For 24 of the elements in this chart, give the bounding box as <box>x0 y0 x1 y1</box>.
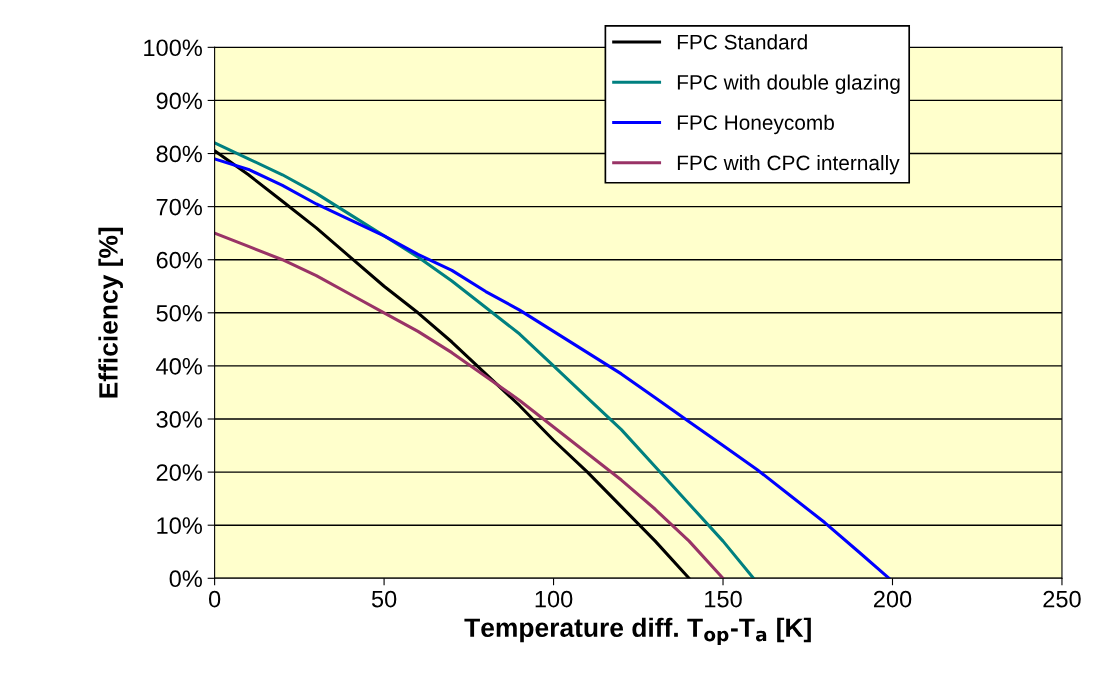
y-tick-label: 30% <box>156 411 202 428</box>
y-tick-label: 10% <box>157 517 202 534</box>
legend-label: FPC with CPC internally <box>677 154 900 175</box>
x-tick-label: 150 <box>705 590 742 608</box>
y-tick-label: 60% <box>156 251 202 269</box>
legend-label: FPC with double glazing <box>677 74 900 94</box>
x-axis-title: Temperature diff. T$_{op}$-T$_{a}$ [K] <box>464 617 811 645</box>
y-tick-label: 100% <box>144 39 202 57</box>
y-tick-label: 70% <box>156 198 202 216</box>
x-tick-label: 0 <box>208 590 221 608</box>
y-tick-label: 80% <box>156 145 202 163</box>
y-tick-label: 90% <box>156 92 202 110</box>
legend-label: FPC Standard <box>677 34 807 50</box>
y-tick-label: 50% <box>156 304 202 322</box>
x-tick-label: 200 <box>873 590 912 608</box>
y-axis-title: Efficiency [%] <box>98 227 123 398</box>
y-tick-label: 0% <box>169 570 202 588</box>
x-tick-label: 100 <box>535 590 573 608</box>
legend-label: FPC Honeycomb <box>677 114 834 135</box>
y-tick-label: 20% <box>156 464 202 481</box>
x-tick-label: 250 <box>1043 590 1081 608</box>
line-series <box>214 231 725 579</box>
y-tick-label: 40% <box>156 357 202 375</box>
x-tick-label: 50 <box>371 590 397 608</box>
